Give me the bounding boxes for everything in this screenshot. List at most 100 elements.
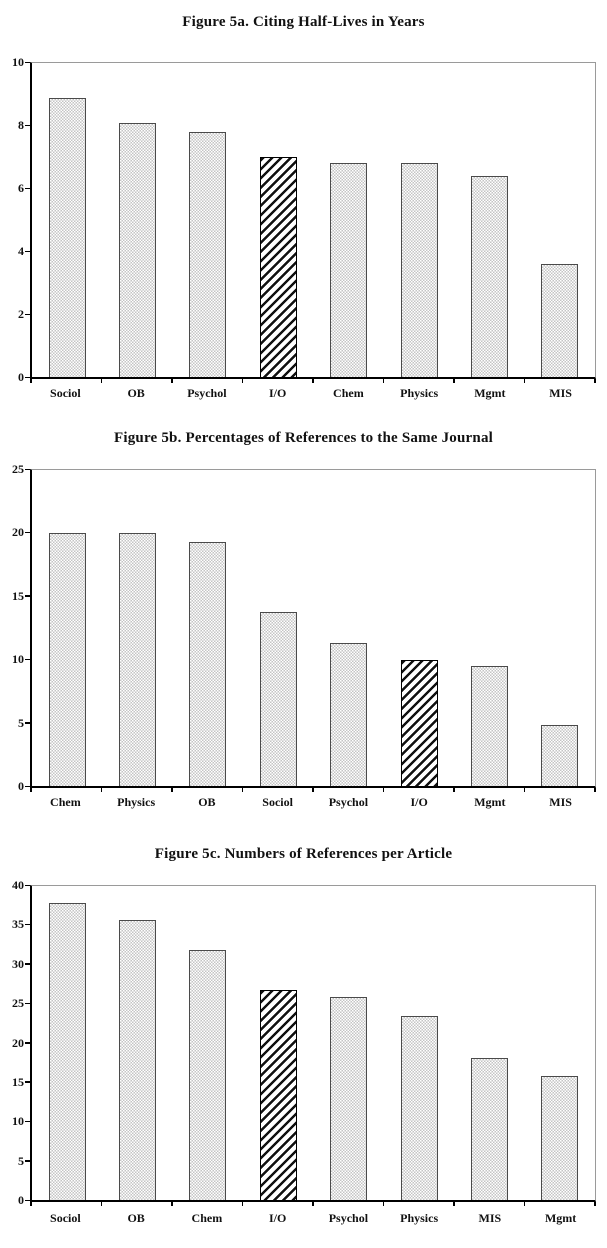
bar-io (259, 989, 297, 1200)
y-tick-label: 2 (18, 307, 24, 321)
bars-5c (32, 886, 595, 1200)
y-tick-label: 10 (12, 55, 24, 69)
x-tick-mark (453, 379, 455, 383)
y-tick-mark (25, 313, 30, 315)
y-tick-mark (25, 785, 30, 787)
y-tick-label: 8 (18, 118, 24, 132)
bar-slot (454, 63, 524, 377)
x-tick-label: Chem (333, 386, 364, 400)
bar-psychol (330, 643, 368, 786)
chart-title-5b: Figure 5b. Percentages of References to … (113, 430, 494, 446)
bar-slot (525, 886, 595, 1200)
bar-slot (314, 63, 384, 377)
bar-slot (314, 886, 384, 1200)
bar-chem (330, 163, 368, 377)
x-tick-mark (100, 379, 102, 383)
x-tick-mark (312, 379, 314, 383)
bar-chem (48, 533, 86, 786)
y-tick-mark (25, 1199, 30, 1201)
y-tick-mark (25, 658, 30, 661)
y-tick-mark (25, 187, 30, 189)
x-tick-label: Psychol (328, 1211, 369, 1225)
y-tick-label: 20 (12, 525, 24, 540)
x-tick-mark (241, 1202, 243, 1206)
x-tick-label: MIS (549, 386, 572, 400)
figure-5c: Figure 5c. Numbers of References per Art… (0, 833, 607, 1248)
bar-slot (454, 470, 524, 786)
x-tick-label: I/O (268, 386, 287, 400)
x-tick-mark (241, 379, 243, 383)
x-tick-label: MIS (478, 1211, 502, 1225)
x-tick-mark (312, 1202, 314, 1206)
bar-io (259, 157, 297, 377)
bar-slot (243, 63, 313, 377)
bar-slot (32, 63, 102, 377)
x-tick-mark (171, 379, 173, 383)
x-tick-mark (30, 379, 32, 383)
y-tick-label: 35 (12, 917, 24, 932)
x-tick-label: I/O (268, 1211, 287, 1225)
x-tick-label: Mgmt (544, 1211, 577, 1225)
bar-sociol (48, 97, 86, 377)
y-tick-label: 0 (18, 779, 24, 793)
y-tick-mark (25, 595, 30, 597)
y-tick-label: 4 (18, 244, 24, 258)
x-tick-label: Physics (400, 1211, 439, 1225)
y-tick-mark (25, 923, 30, 926)
bar-chem (189, 950, 227, 1200)
x-tick-label: Sociol (262, 795, 293, 809)
bar-mgmt (470, 176, 508, 377)
x-tick-label: OB (127, 386, 145, 400)
y-tick-mark (25, 1081, 30, 1083)
x-tick-label: OB (127, 1211, 145, 1225)
x-tick-mark (100, 1202, 102, 1206)
y-tick-label: 0 (18, 1193, 24, 1207)
y-tick-label: 25 (12, 462, 24, 476)
chart-title-5c: Figure 5c. Numbers of References per Art… (154, 846, 453, 862)
y-tick-mark (25, 884, 30, 886)
x-tick-mark (523, 379, 525, 383)
bar-slot (173, 470, 243, 786)
x-tick-label: Sociol (50, 386, 81, 400)
bar-physics (400, 163, 438, 377)
x-axis-labels-5b: Chem Physics OB Sociol Psychol I/O Mgmt MIS (30, 795, 596, 810)
x-tick-label: I/O (410, 795, 428, 809)
bar-io (400, 659, 438, 786)
bar-slot (384, 886, 454, 1200)
figure-5a: Figure 5a. Citing Half-Lives in Years So… (0, 0, 607, 418)
x-tick-label: Chem (50, 795, 81, 809)
bar-physics (400, 1016, 438, 1200)
bar-mis (470, 1057, 508, 1200)
bar-slot (102, 470, 172, 786)
y-tick-mark (25, 61, 30, 63)
x-tick-mark (382, 1202, 384, 1206)
bar-mis (541, 263, 579, 377)
bar-slot (173, 886, 243, 1200)
y-tick-mark (25, 722, 30, 724)
x-tick-label: MIS (549, 795, 572, 809)
x-tick-mark (523, 788, 525, 792)
x-tick-label: Chem (191, 1211, 223, 1225)
bar-psychol (189, 132, 227, 377)
bar-slot (525, 63, 595, 377)
x-tick-mark (171, 1202, 173, 1206)
y-tick-mark (25, 1042, 30, 1044)
bar-sociol (48, 903, 86, 1200)
y-tick-label: 6 (18, 181, 24, 195)
y-tick-label: 15 (12, 588, 24, 603)
x-tick-mark (100, 788, 102, 792)
y-tick-label: 40 (12, 878, 24, 892)
y-tick-label: 10 (12, 652, 24, 667)
x-tick-mark (241, 788, 243, 792)
bar-mgmt (470, 665, 508, 786)
x-tick-mark (382, 379, 384, 383)
bar-slot (102, 63, 172, 377)
x-tick-label: Mgmt (474, 386, 506, 400)
bar-mis (541, 725, 579, 786)
y-tick-mark (25, 250, 30, 252)
x-tick-mark (312, 788, 314, 792)
bars-5b (32, 470, 595, 786)
bar-slot (102, 886, 172, 1200)
y-tick-mark (25, 963, 30, 965)
